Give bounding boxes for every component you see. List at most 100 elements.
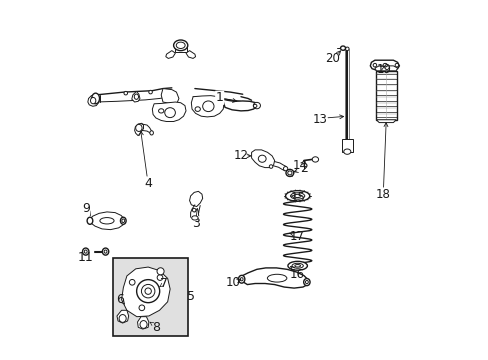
Ellipse shape [269,165,272,168]
Text: 16: 16 [289,268,304,281]
Polygon shape [191,96,224,117]
Ellipse shape [253,104,256,108]
Text: 6: 6 [116,293,123,306]
Ellipse shape [294,265,300,267]
Text: 20: 20 [325,52,339,65]
Ellipse shape [311,157,318,162]
Ellipse shape [87,217,93,224]
Ellipse shape [202,101,214,112]
Ellipse shape [287,171,291,175]
Ellipse shape [92,93,100,104]
Ellipse shape [283,167,287,171]
Ellipse shape [173,40,187,51]
Ellipse shape [191,216,198,220]
Ellipse shape [124,91,127,95]
Polygon shape [117,310,128,323]
Ellipse shape [157,275,163,280]
Polygon shape [134,123,143,136]
Text: 5: 5 [186,291,194,303]
Ellipse shape [290,193,304,199]
Ellipse shape [340,46,345,50]
Ellipse shape [343,149,350,154]
Text: 17: 17 [289,230,304,243]
Ellipse shape [285,191,309,201]
Polygon shape [174,45,186,53]
Ellipse shape [149,131,153,135]
Ellipse shape [293,194,301,198]
Text: 14: 14 [292,159,307,172]
Ellipse shape [291,263,303,268]
Text: 8: 8 [152,321,160,334]
Polygon shape [341,139,352,152]
Polygon shape [375,71,396,120]
Ellipse shape [141,284,155,298]
Text: 12: 12 [233,149,248,162]
Polygon shape [376,120,395,123]
Ellipse shape [148,90,152,94]
Ellipse shape [120,217,126,224]
Ellipse shape [104,250,107,253]
Ellipse shape [158,109,163,113]
Text: 3: 3 [191,217,199,230]
Ellipse shape [119,315,126,322]
Ellipse shape [176,42,185,49]
Polygon shape [185,51,195,58]
Ellipse shape [285,169,293,176]
Polygon shape [89,212,124,230]
Ellipse shape [90,98,96,104]
Ellipse shape [140,320,147,328]
Ellipse shape [84,250,87,253]
Ellipse shape [192,208,196,212]
Ellipse shape [100,217,114,224]
Ellipse shape [134,94,138,99]
Polygon shape [152,102,185,122]
Text: 10: 10 [225,276,240,289]
Polygon shape [122,267,170,317]
Ellipse shape [195,107,200,111]
Polygon shape [132,91,140,102]
Polygon shape [189,192,202,207]
Text: 7: 7 [160,277,167,290]
Ellipse shape [303,279,309,285]
Polygon shape [161,89,179,104]
Ellipse shape [136,280,160,303]
Polygon shape [222,99,258,111]
Polygon shape [88,95,98,106]
Ellipse shape [253,102,260,109]
Ellipse shape [240,278,243,281]
Ellipse shape [238,275,244,283]
Ellipse shape [157,268,164,275]
FancyBboxPatch shape [113,258,187,336]
Polygon shape [137,317,148,329]
Text: 9: 9 [81,202,89,215]
Ellipse shape [305,280,307,284]
Ellipse shape [258,155,265,162]
Text: 11: 11 [78,251,93,264]
Ellipse shape [394,63,398,67]
Polygon shape [251,150,274,168]
Ellipse shape [122,219,124,222]
Text: 4: 4 [144,177,152,190]
Text: 18: 18 [375,188,390,201]
Ellipse shape [129,279,135,285]
Text: 15: 15 [290,190,305,203]
Ellipse shape [372,63,376,67]
Ellipse shape [139,305,144,311]
Ellipse shape [102,248,108,255]
Ellipse shape [82,248,89,255]
Ellipse shape [382,63,386,67]
Polygon shape [241,268,307,288]
Polygon shape [369,60,399,70]
Ellipse shape [144,288,151,294]
Polygon shape [374,66,397,71]
Text: 1: 1 [215,91,223,104]
Polygon shape [165,51,175,58]
Text: 2: 2 [299,162,307,175]
Ellipse shape [287,261,307,270]
Text: 19: 19 [376,63,390,76]
Ellipse shape [164,108,175,118]
Ellipse shape [267,274,286,282]
Ellipse shape [135,124,142,131]
Ellipse shape [345,47,348,51]
Text: 13: 13 [311,113,326,126]
